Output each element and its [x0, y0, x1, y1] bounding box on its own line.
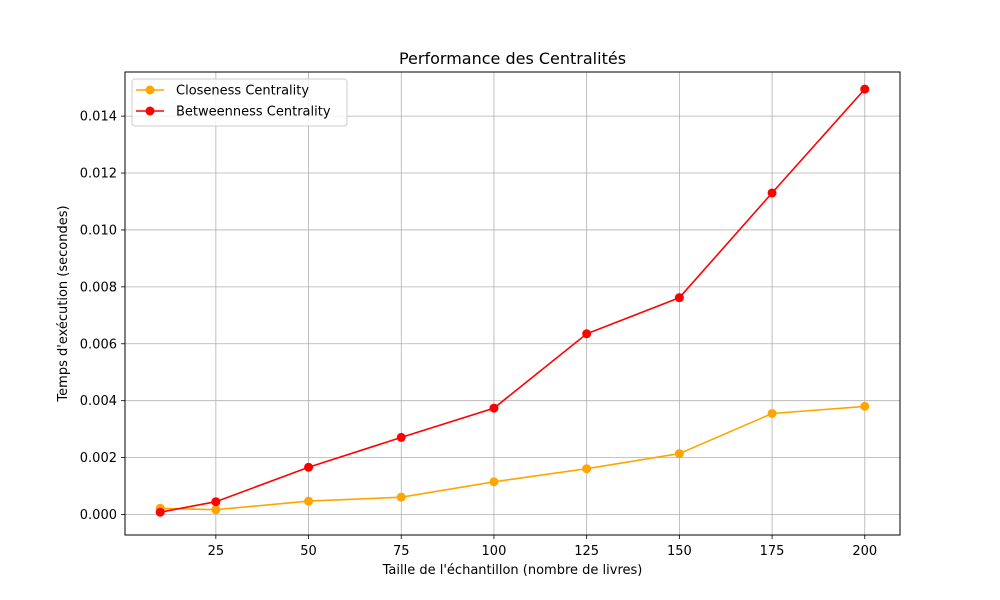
- chart-title: Performance des Centralités: [399, 49, 626, 68]
- plot-frame: [124, 71, 901, 536]
- data-point: [304, 462, 314, 472]
- legend: Closeness Centrality Betweenness Centrali…: [131, 78, 348, 127]
- y-tick-label: 0.006: [80, 337, 117, 352]
- data-point: [767, 408, 777, 418]
- series-layer: [155, 84, 870, 517]
- grid-lines: [125, 72, 900, 535]
- x-tick-label: 75: [393, 544, 410, 559]
- data-point: [489, 403, 499, 413]
- y-tick-label: 0.008: [80, 280, 117, 295]
- data-point: [211, 505, 221, 515]
- y-tick-label: 0.004: [80, 394, 117, 409]
- legend-label: Closeness Centrality: [176, 84, 309, 99]
- x-tick-label: 125: [574, 544, 599, 559]
- y-tick-label: 0.014: [80, 110, 117, 125]
- y-tick-label: 0.010: [80, 223, 117, 238]
- data-point: [860, 401, 870, 411]
- data-point: [211, 497, 221, 507]
- y-axis-label: Temps d'exécution (secondes): [56, 205, 71, 402]
- legend-label: Betweenness Centrality: [176, 105, 331, 120]
- x-tick-label: 200: [852, 544, 877, 559]
- legend-swatch-marker: [145, 106, 155, 116]
- x-tick-label: 175: [760, 544, 785, 559]
- y-axis-ticks: 0.000 0.002 0.004 0.006 0.008 0.010 0.012 0.014: [80, 110, 125, 523]
- series-closeness-centrality: [155, 401, 870, 515]
- data-point: [860, 84, 870, 94]
- data-point: [582, 464, 592, 474]
- x-tick-label: 150: [667, 544, 692, 559]
- x-tick-label: 25: [208, 544, 225, 559]
- series-betweenness-centrality: [155, 84, 870, 517]
- data-point: [767, 188, 777, 198]
- data-point: [396, 432, 406, 442]
- data-point: [582, 329, 592, 339]
- x-tick-label: 50: [300, 544, 317, 559]
- y-tick-label: 0.012: [80, 167, 117, 182]
- legend-box: [131, 78, 348, 127]
- x-axis-label: Taille de l'échantillon (nombre de livre…: [382, 563, 643, 578]
- data-point: [674, 293, 684, 303]
- data-point: [155, 507, 165, 517]
- x-axis-ticks: 25 50 75 100 125 150 175 200: [208, 535, 877, 559]
- data-point: [304, 496, 314, 506]
- y-tick-label: 0.002: [80, 451, 117, 466]
- data-point: [489, 477, 499, 487]
- data-point: [396, 492, 406, 502]
- legend-swatch-marker: [145, 85, 155, 95]
- x-tick-label: 100: [482, 544, 507, 559]
- y-tick-label: 0.000: [80, 508, 117, 523]
- legend-entries: Closeness Centrality Betweenness Centrali…: [136, 84, 331, 120]
- data-point: [674, 449, 684, 459]
